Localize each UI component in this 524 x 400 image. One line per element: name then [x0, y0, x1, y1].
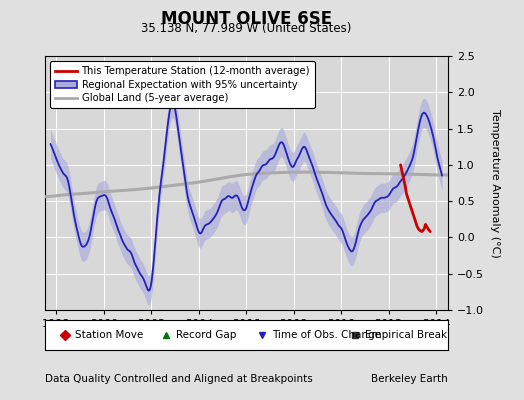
Text: Record Gap: Record Gap: [176, 330, 236, 340]
Text: Berkeley Earth: Berkeley Earth: [372, 374, 448, 384]
Text: Time of Obs. Change: Time of Obs. Change: [272, 330, 381, 340]
Text: Data Quality Controlled and Aligned at Breakpoints: Data Quality Controlled and Aligned at B…: [45, 374, 312, 384]
Text: MOUNT OLIVE 6SE: MOUNT OLIVE 6SE: [161, 10, 332, 28]
Text: Station Move: Station Move: [75, 330, 143, 340]
Legend: This Temperature Station (12-month average), Regional Expectation with 95% uncer: This Temperature Station (12-month avera…: [50, 61, 315, 108]
Y-axis label: Temperature Anomaly (°C): Temperature Anomaly (°C): [489, 109, 499, 257]
Text: 35.138 N, 77.989 W (United States): 35.138 N, 77.989 W (United States): [141, 22, 352, 35]
Text: Empirical Break: Empirical Break: [365, 330, 447, 340]
